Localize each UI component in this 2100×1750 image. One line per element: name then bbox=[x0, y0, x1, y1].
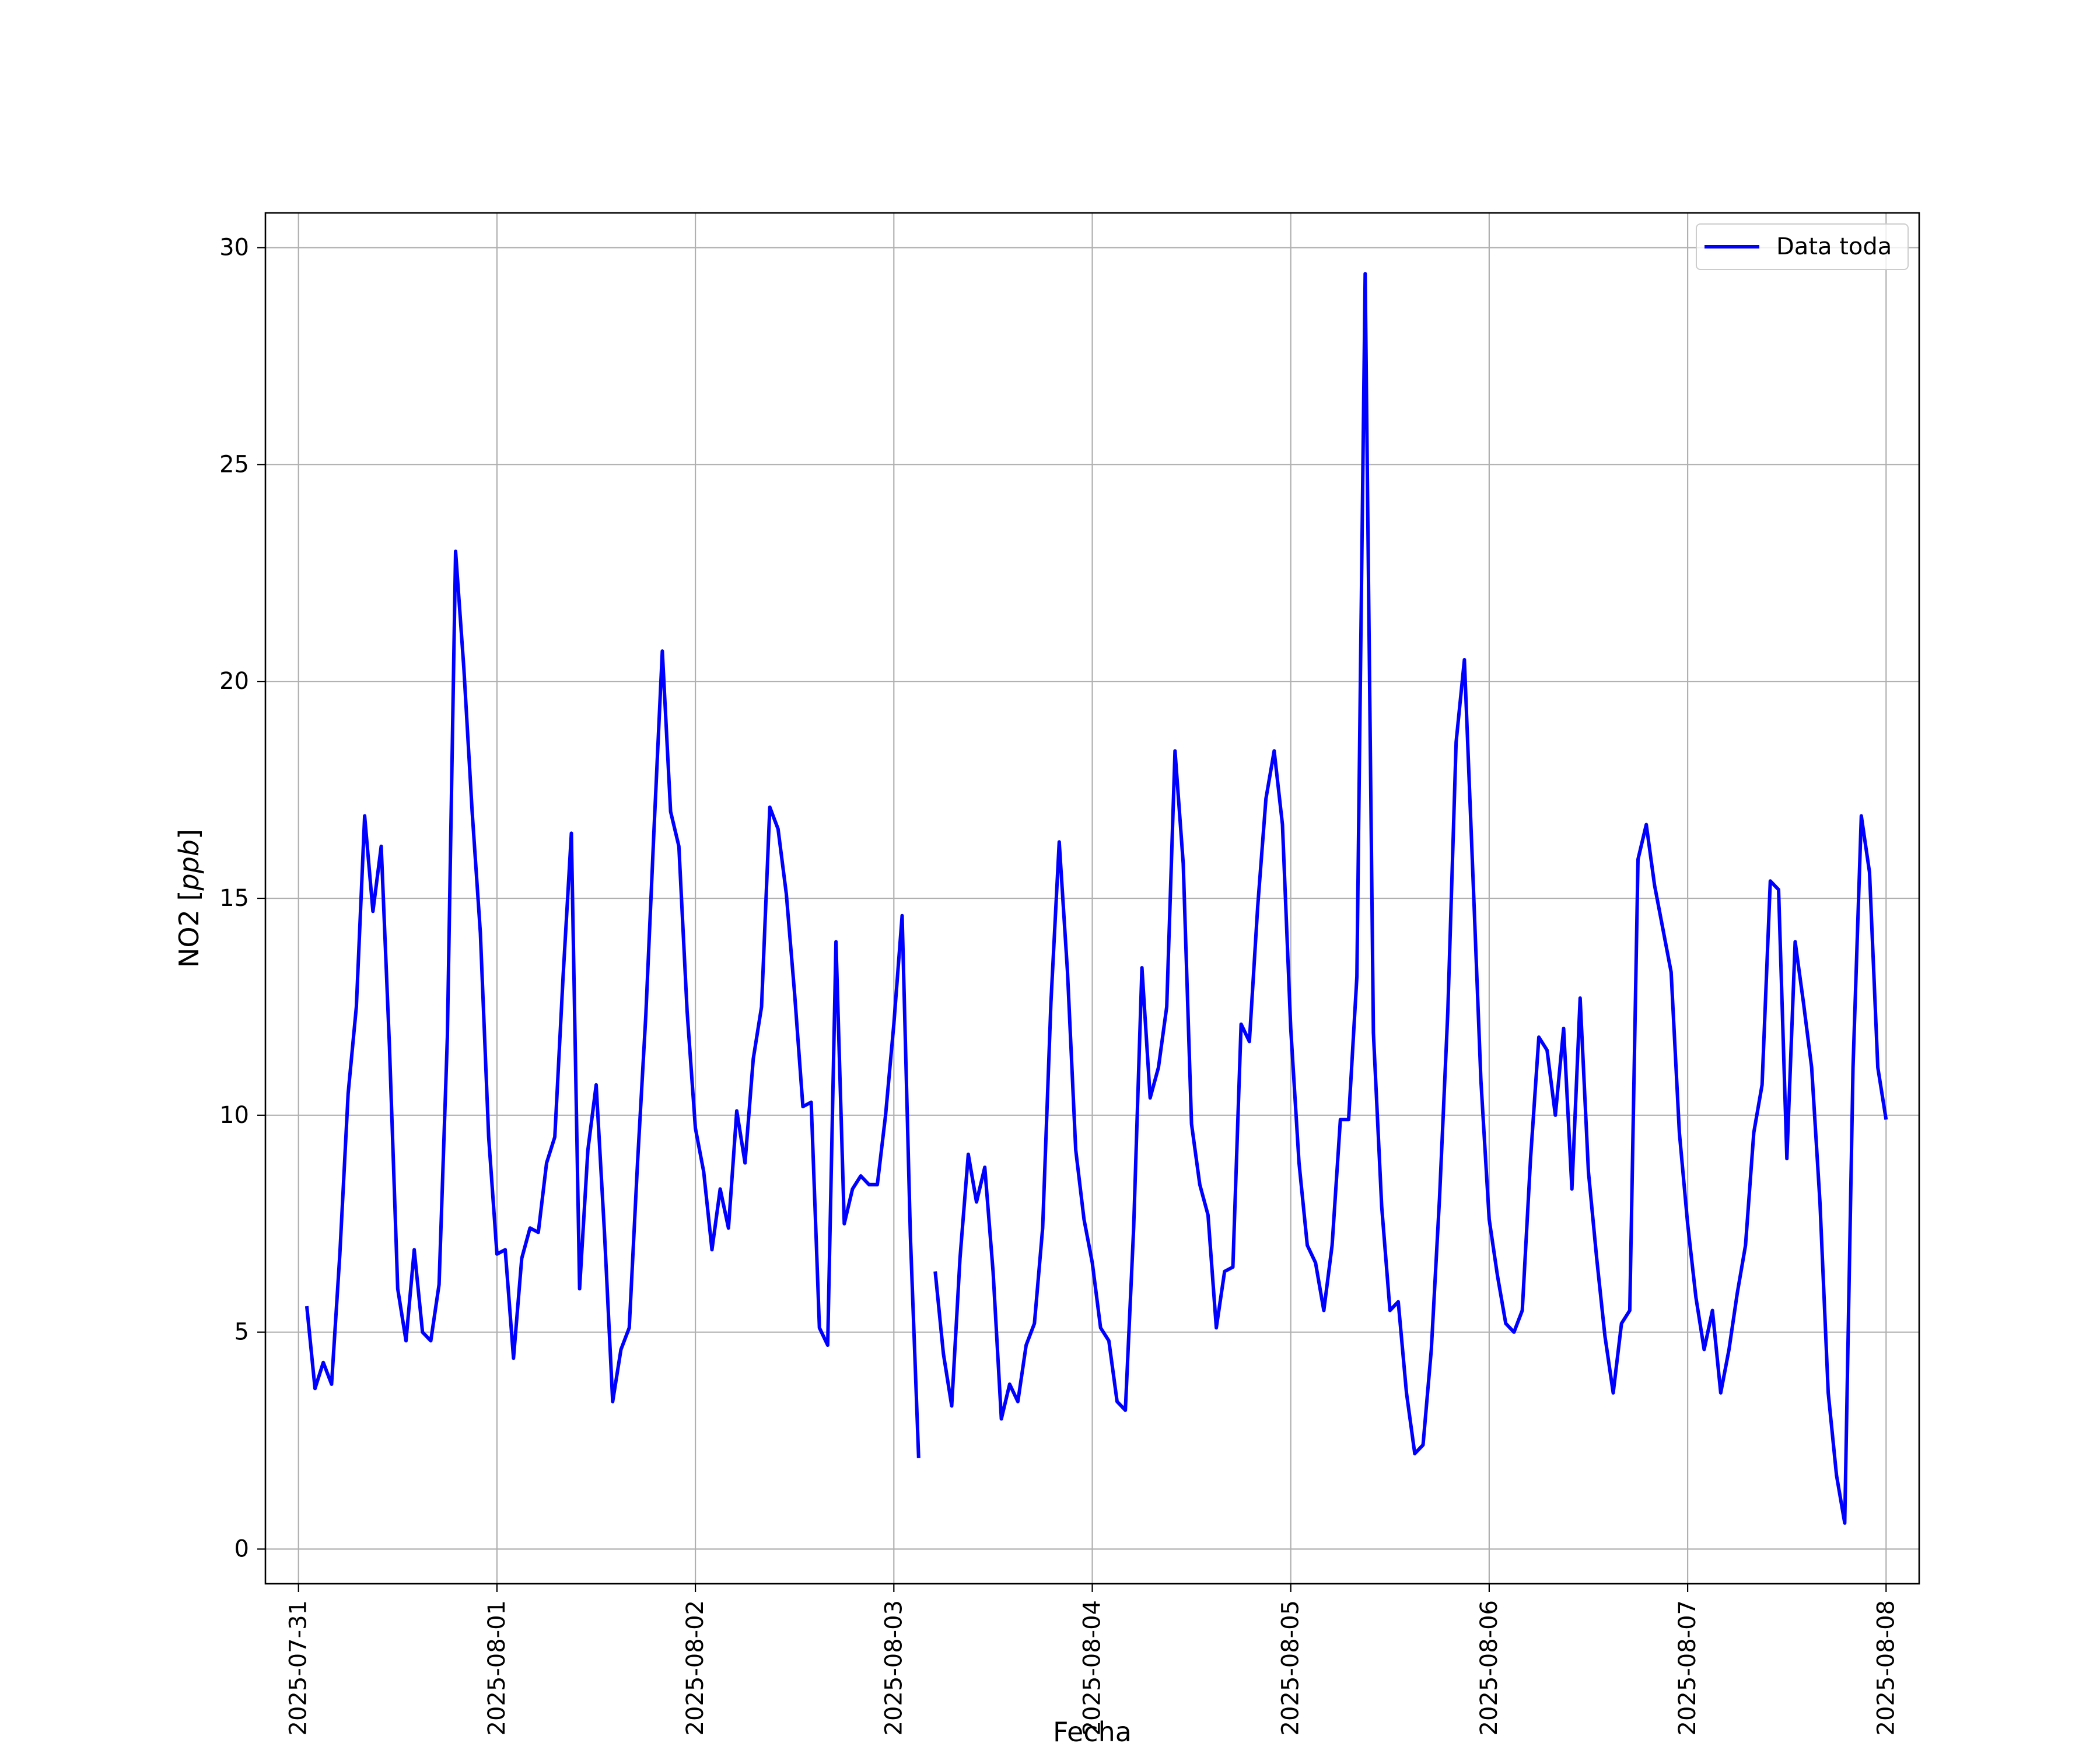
y-tick-label: 5 bbox=[235, 1319, 249, 1346]
legend-box bbox=[1696, 223, 1909, 270]
x-tick-label: 2025-08-08 bbox=[1873, 1600, 1899, 1735]
x-tick-label: 2025-08-05 bbox=[1278, 1600, 1304, 1735]
series-line-data-toda bbox=[304, 550, 921, 1458]
x-tick-label: 2025-08-03 bbox=[880, 1600, 907, 1735]
y-tick-label: 20 bbox=[219, 668, 249, 695]
y-tick-label: 15 bbox=[219, 885, 249, 912]
x-tick-label: 2025-08-01 bbox=[484, 1600, 510, 1735]
x-tick-label: 2025-08-02 bbox=[682, 1600, 709, 1735]
legend: Data toda bbox=[1696, 223, 1909, 270]
plot-frame bbox=[264, 212, 1920, 1585]
legend-label-data-toda: Data toda bbox=[1776, 233, 1892, 260]
y-axis-ticks: 0 5 10 15 20 25 30 bbox=[219, 234, 265, 1563]
y-tick-label: 25 bbox=[219, 451, 249, 478]
y-tick-label: 30 bbox=[219, 234, 249, 261]
y-axis-label: NO2 [ppb] bbox=[173, 829, 205, 968]
y-tick-label: 10 bbox=[219, 1102, 249, 1129]
series-layer bbox=[304, 272, 1888, 1525]
x-axis-ticks: 2025-07-31 2025-08-01 2025-08-02 2025-08-03… bbox=[285, 1584, 1899, 1735]
grid bbox=[265, 213, 1919, 1584]
x-tick-label: 2025-08-06 bbox=[1476, 1600, 1503, 1735]
x-axis-label: Fecha bbox=[1053, 1716, 1132, 1748]
y-axis-label-suffix: ] bbox=[173, 829, 205, 839]
x-tick-label: 2025-07-31 bbox=[285, 1600, 312, 1735]
x-tick-label: 2025-08-04 bbox=[1079, 1600, 1106, 1735]
y-axis-label-unit: ppb bbox=[173, 839, 205, 891]
series-line-data-toda bbox=[933, 272, 1888, 1525]
y-axis-label-prefix: NO2 [ bbox=[173, 891, 205, 968]
y-tick-label: 0 bbox=[235, 1536, 249, 1563]
x-tick-label: 2025-08-07 bbox=[1674, 1600, 1701, 1735]
